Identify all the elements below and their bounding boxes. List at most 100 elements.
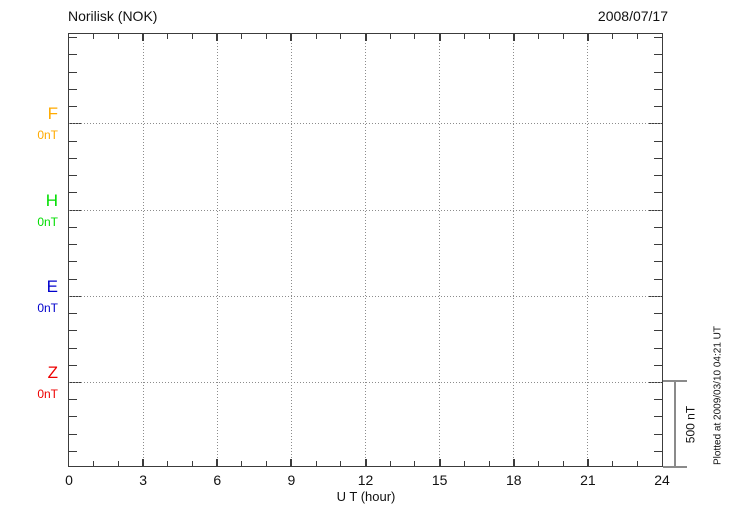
station-title: Norilisk (NOK): [68, 8, 158, 24]
scale-bar-line: [674, 381, 676, 467]
bottom-axis-tick: [142, 459, 145, 466]
x-tick-label-12: 12: [357, 472, 374, 488]
bottom-axis-tick: [340, 461, 342, 466]
baseline-F: [69, 123, 662, 125]
left-axis-tick: [69, 140, 77, 142]
x-tick-label-0: 0: [65, 472, 73, 488]
left-axis-tick: [69, 54, 77, 56]
x-tick-label-9: 9: [287, 472, 296, 488]
top-axis-tick: [389, 34, 391, 39]
left-axis-tick: [69, 433, 77, 435]
component-offset-Z: 0nT: [37, 387, 58, 401]
gridline-vertical-6: [216, 34, 218, 466]
gridline-vertical-18: [513, 34, 515, 466]
right-axis-tick: [654, 226, 662, 228]
right-axis-tick: [654, 54, 662, 56]
right-axis-tick: [654, 192, 662, 194]
bottom-axis-tick: [414, 461, 416, 466]
bottom-axis-tick: [315, 461, 317, 466]
left-axis-tick: [69, 37, 77, 39]
plotted-at-note: Plotted at 2009/03/10 04:21 UT: [712, 326, 724, 465]
component-offset-H: 0nT: [37, 214, 58, 229]
left-axis-tick: [69, 192, 77, 194]
top-axis-tick: [117, 34, 119, 39]
x-tick-label-6: 6: [213, 472, 222, 488]
plot-area: [68, 33, 663, 467]
x-axis-title: U T (hour): [336, 489, 396, 504]
component-label-E: E: [46, 276, 58, 296]
left-axis-tick: [69, 226, 77, 228]
component-label-Z: Z: [47, 363, 58, 382]
left-axis-tick: [69, 88, 77, 90]
bottom-axis-tick: [562, 461, 564, 466]
right-axis-tick: [654, 140, 662, 142]
x-tick-label-15: 15: [431, 472, 448, 488]
right-axis-tick: [654, 71, 662, 73]
top-axis-tick: [93, 34, 95, 39]
top-axis-tick: [315, 34, 317, 39]
left-axis-tick: [69, 347, 77, 349]
bottom-axis-tick: [364, 459, 367, 466]
bottom-axis-tick: [266, 461, 268, 466]
left-axis-tick: [69, 106, 77, 108]
baseline-Z: [69, 382, 662, 383]
gridline-vertical-12: [365, 34, 366, 466]
bottom-axis-tick: [192, 461, 194, 466]
bottom-axis-tick: [463, 461, 465, 466]
right-axis-tick: [654, 399, 662, 401]
top-axis-tick: [636, 34, 638, 39]
top-axis-tick: [612, 34, 614, 39]
right-axis-tick: [654, 364, 662, 366]
top-axis-tick: [192, 34, 194, 39]
left-axis-tick: [69, 450, 77, 452]
top-axis-tick: [537, 34, 539, 39]
left-axis-tick: [69, 313, 77, 315]
right-axis-tick: [654, 261, 662, 263]
right-axis-tick: [654, 330, 662, 332]
top-axis-tick: [216, 34, 219, 41]
component-offset-F: 0nT: [37, 128, 58, 143]
top-axis-tick: [266, 34, 268, 39]
right-axis-tick: [654, 278, 662, 280]
bottom-axis-tick: [290, 459, 293, 466]
right-axis-tick: [654, 157, 662, 159]
gridline-vertical-3: [142, 34, 144, 466]
left-axis-tick: [69, 330, 77, 332]
bottom-axis-tick: [216, 459, 219, 466]
x-tick-label-21: 21: [580, 472, 596, 488]
top-axis-tick: [241, 34, 243, 39]
bottom-axis-tick: [636, 461, 638, 466]
scale-bar-top-cap: [663, 380, 687, 382]
right-axis-tick: [654, 313, 662, 315]
right-axis-tick: [654, 416, 662, 418]
gridline-vertical-21: [587, 34, 589, 466]
bottom-axis-tick: [389, 461, 391, 466]
bottom-axis-tick: [537, 461, 539, 466]
observation-date: 2008/07/17: [597, 8, 668, 24]
baseline-H: [69, 209, 662, 211]
top-axis-tick: [586, 34, 589, 41]
left-axis-tick: [69, 416, 77, 418]
bottom-axis-tick: [93, 461, 95, 466]
bottom-axis-tick: [241, 461, 243, 466]
top-axis-tick: [438, 34, 441, 41]
left-axis-tick: [69, 261, 77, 263]
right-axis-tick: [654, 433, 662, 435]
right-axis-tick: [654, 37, 662, 39]
left-axis-tick: [69, 399, 77, 401]
right-axis-tick: [654, 450, 662, 452]
top-axis-tick: [562, 34, 564, 39]
right-axis-tick: [654, 88, 662, 90]
gridline-vertical-9: [290, 34, 292, 466]
bottom-axis-tick: [612, 461, 614, 466]
top-axis-tick: [463, 34, 465, 39]
left-axis-tick: [69, 71, 77, 73]
top-axis-tick: [290, 34, 293, 41]
left-axis-tick: [69, 244, 77, 246]
x-tick-label-18: 18: [505, 472, 522, 488]
component-label-F: F: [47, 104, 58, 124]
right-axis-tick: [654, 106, 662, 108]
top-axis-tick: [340, 34, 342, 39]
bottom-axis-tick: [488, 461, 490, 466]
